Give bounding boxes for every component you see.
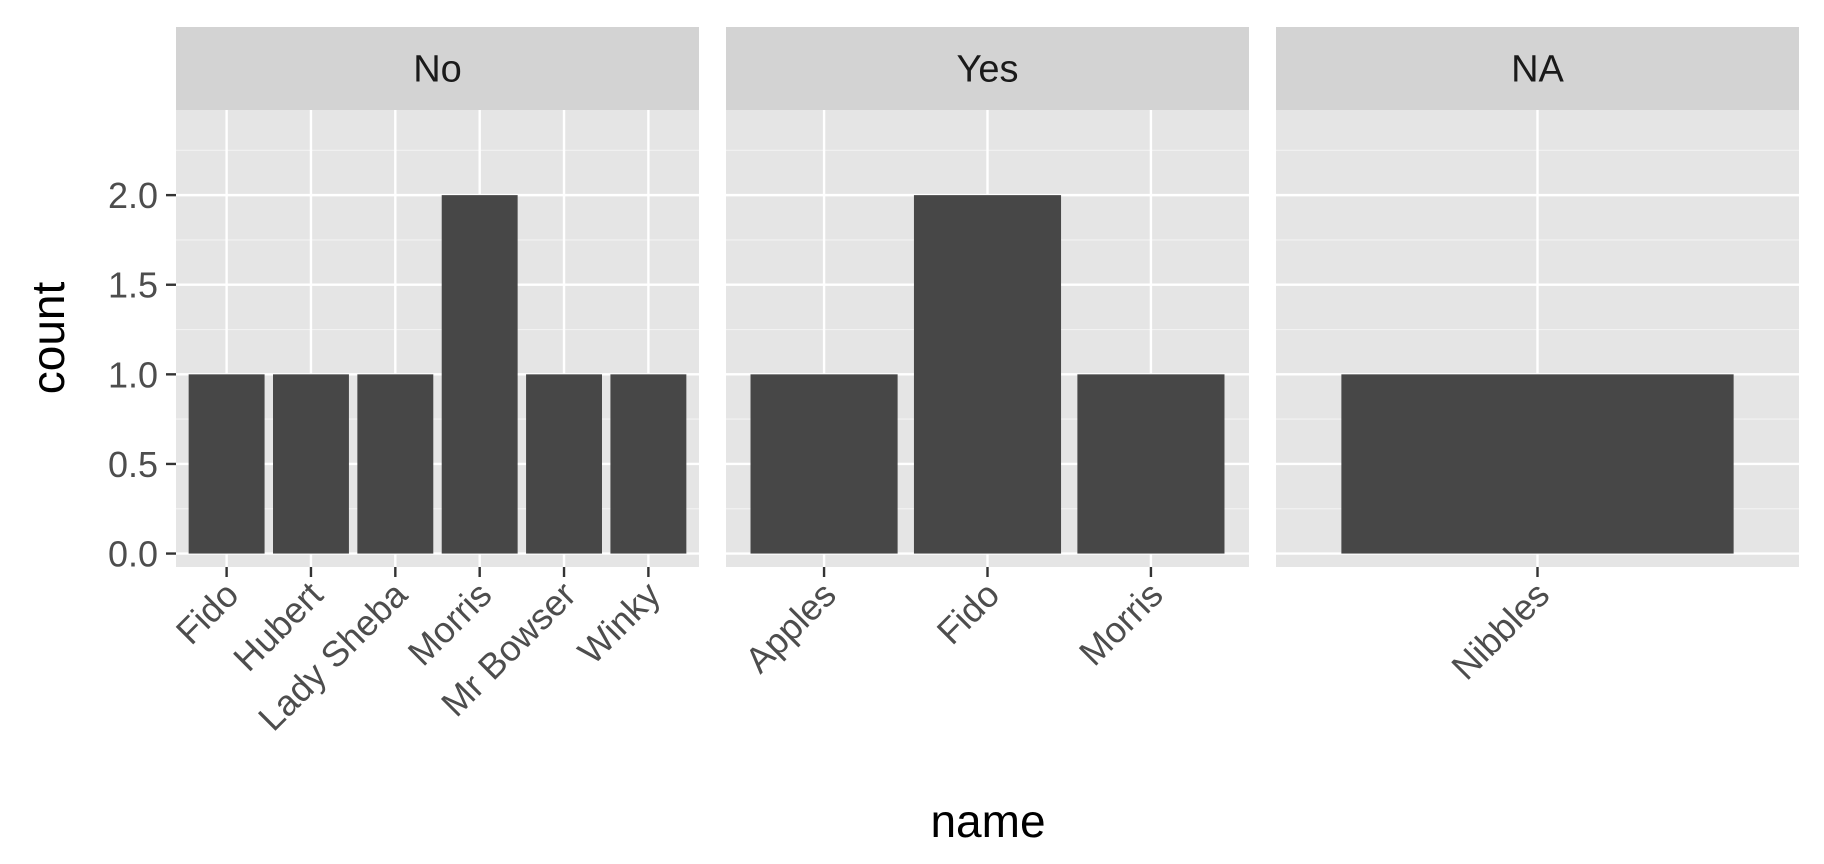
bar-nibbles <box>1341 374 1734 554</box>
y-tick-label: 0.5 <box>108 444 158 485</box>
x-tick-label: Apples <box>737 574 844 681</box>
x-tick-label: Fido <box>929 574 1008 653</box>
x-axis-title: name <box>930 795 1045 847</box>
x-tick-label: Morris <box>1071 574 1171 674</box>
bar-lady-sheba <box>357 374 434 554</box>
facet-strip <box>1276 27 1799 110</box>
facet-strip-label: No <box>413 49 462 91</box>
facet-panel-na: NA Nibbles <box>1276 27 1799 688</box>
bar-morris <box>441 195 518 554</box>
facet-strip <box>726 27 1249 110</box>
x-tick-label: Winky <box>570 574 668 672</box>
bar-fido <box>188 374 265 554</box>
facet-strip <box>176 27 699 110</box>
bar-hubert <box>273 374 349 554</box>
facet-strip-label: NA <box>1511 49 1564 91</box>
y-tick-label: 1.0 <box>108 354 158 395</box>
bar-mr-bowser <box>526 374 602 554</box>
bar-morris <box>1077 374 1225 554</box>
y-tick-label: 1.5 <box>108 265 158 306</box>
y-axis: 0.0 0.5 1.0 1.5 2.0 <box>108 175 176 575</box>
y-tick-label: 0.0 <box>108 534 158 575</box>
y-axis-title: count <box>22 282 74 395</box>
y-tick-label: 2.0 <box>108 175 158 216</box>
x-tick-label: Nibbles <box>1443 574 1557 688</box>
bar-apples <box>750 374 898 554</box>
bar-winky <box>610 374 687 554</box>
facet-panel-yes: Yes Apples Fido Morris <box>726 27 1249 680</box>
bar-fido <box>913 195 1062 554</box>
facet-strip-label: Yes <box>957 49 1019 91</box>
